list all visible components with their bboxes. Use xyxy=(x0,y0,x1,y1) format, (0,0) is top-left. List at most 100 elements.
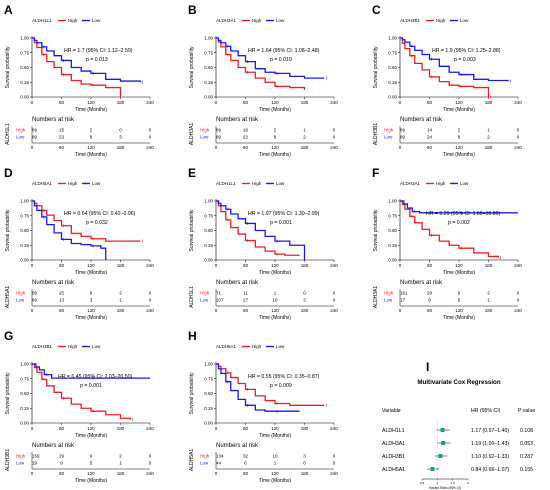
x-axis-label: Time (Months) xyxy=(259,107,291,113)
risk-count-low: 27 xyxy=(243,298,249,303)
forest-point xyxy=(430,467,435,471)
forest-point xyxy=(440,428,445,432)
risk-count-high: 89 xyxy=(216,128,222,133)
risk-x-tick-label: 0 xyxy=(399,308,402,313)
x-tick-label: 0 xyxy=(215,100,218,105)
panel-letter: E xyxy=(188,166,196,180)
y-tick-label: 1.00 xyxy=(20,362,29,367)
risk-label-high: High xyxy=(200,128,210,133)
risk-x-tick-label: 60 xyxy=(59,308,65,313)
risk-x-axis-label: Time (Months) xyxy=(75,478,107,484)
risk-count-low: 89 xyxy=(32,298,38,303)
risk-x-axis-label: Time (Months) xyxy=(443,152,475,158)
x-axis-label: Time (Months) xyxy=(443,270,475,276)
forest-row-variable: ALDH3B1 xyxy=(382,454,405,460)
risk-x-tick-label: 0 xyxy=(399,145,402,150)
forest-x-tick-label: 1 xyxy=(436,481,438,485)
y-tick-label: 1.00 xyxy=(204,362,213,367)
x-axis-label: Time (Months) xyxy=(443,107,475,113)
y-tick-label: 0.25 xyxy=(20,243,29,248)
hr-text: HR = 6.45 (95% CI: 2.03–20.50) xyxy=(58,374,133,380)
panel-letter: I xyxy=(426,360,429,374)
risk-count-low: 23 xyxy=(59,135,65,140)
hr-text: HR = 1.97 (95% CI: 1.30–2.99) xyxy=(248,211,320,217)
x-tick-label: 120 xyxy=(271,263,279,268)
x-tick-label: 0 xyxy=(399,263,402,268)
risk-label-high: High xyxy=(200,291,210,296)
p-value-text: p = 0.019 xyxy=(270,57,292,63)
x-tick-label: 240 xyxy=(330,263,338,268)
y-axis-label: Survival probability xyxy=(5,46,11,88)
x-tick-label: 60 xyxy=(427,263,433,268)
forest-row-hr: 1.19 (1.00–1.43) xyxy=(471,441,509,447)
risk-x-tick-label: 120 xyxy=(271,145,279,150)
risk-count-high: 0 xyxy=(333,128,336,133)
x-tick-label: 60 xyxy=(243,263,249,268)
km-curve-high xyxy=(32,200,141,242)
x-tick-label: 0 xyxy=(399,100,402,105)
x-tick-label: 240 xyxy=(146,100,154,105)
risk-title: Numbers at risk xyxy=(400,117,443,123)
legend-label-high: High xyxy=(252,18,262,23)
p-value-text: p = 0.032 xyxy=(86,220,108,226)
risk-count-high: 32 xyxy=(243,454,249,459)
forest-point xyxy=(438,454,443,458)
legend-title: ALDH1L1 xyxy=(32,18,52,23)
risk-title: Numbers at risk xyxy=(216,443,259,449)
risk-count-low: 0 xyxy=(517,298,520,303)
x-tick-label: 180 xyxy=(485,100,493,105)
forest-row-p: 0.053 xyxy=(520,441,533,447)
forest-row-variable: ALDH1L1 xyxy=(382,428,405,434)
risk-count-high: 0 xyxy=(333,291,336,296)
y-tick-label: 0.50 xyxy=(204,391,213,396)
risk-y-label: ALDH5A1 xyxy=(5,286,11,308)
y-tick-label: 0.25 xyxy=(204,80,213,85)
risk-count-high: 3 xyxy=(303,454,306,459)
risk-count-high: 1 xyxy=(274,291,277,296)
forest-col-hr: HR (95% CI) xyxy=(471,408,501,414)
risk-count-low: 2 xyxy=(303,135,306,140)
risk-label-high: High xyxy=(16,291,26,296)
risk-count-low: 0 xyxy=(333,298,336,303)
risk-count-low: 0 xyxy=(149,298,152,303)
y-axis-label: Survival probability xyxy=(189,372,195,414)
x-tick-label: 120 xyxy=(271,100,279,105)
risk-count-low: 9 xyxy=(90,135,93,140)
legend-label-low: Low xyxy=(92,18,101,23)
risk-x-tick-label: 0 xyxy=(31,145,34,150)
risk-label-high: High xyxy=(384,128,394,133)
x-tick-label: 180 xyxy=(117,100,125,105)
risk-count-low: 0 xyxy=(333,461,336,466)
risk-count-low: 3 xyxy=(119,135,122,140)
x-tick-label: 60 xyxy=(59,426,65,431)
legend-title: ALDH3B1 xyxy=(400,18,421,23)
risk-y-label: ALDH1L1 xyxy=(189,286,195,308)
p-value-text: p = 0.001 xyxy=(80,383,102,389)
forest-row-variable: ALDH3A1 xyxy=(382,441,405,447)
y-tick-label: 0.00 xyxy=(204,421,213,426)
x-tick-label: 240 xyxy=(514,263,522,268)
risk-x-tick-label: 180 xyxy=(301,471,309,476)
x-tick-label: 0 xyxy=(31,100,34,105)
y-tick-label: 0.00 xyxy=(204,95,213,100)
risk-x-tick-label: 0 xyxy=(215,471,218,476)
risk-count-high: 0 xyxy=(149,454,152,459)
x-tick-label: 240 xyxy=(330,426,338,431)
y-axis-label: Survival probability xyxy=(189,46,195,88)
risk-label-high: High xyxy=(200,454,210,459)
x-tick-label: 180 xyxy=(117,426,125,431)
x-tick-label: 60 xyxy=(427,100,433,105)
risk-count-low: 0 xyxy=(517,135,520,140)
x-tick-label: 180 xyxy=(117,263,125,268)
risk-title: Numbers at risk xyxy=(32,280,75,286)
risk-x-tick-label: 120 xyxy=(87,308,95,313)
risk-x-tick-label: 120 xyxy=(455,308,463,313)
y-tick-label: 0.75 xyxy=(388,213,397,218)
legend-label-high: High xyxy=(68,18,78,23)
risk-x-tick-label: 240 xyxy=(514,308,522,313)
y-tick-label: 0.00 xyxy=(388,95,397,100)
hr-text: HR = 5.29 (95% CI: 1.66–16.86) xyxy=(426,211,501,217)
